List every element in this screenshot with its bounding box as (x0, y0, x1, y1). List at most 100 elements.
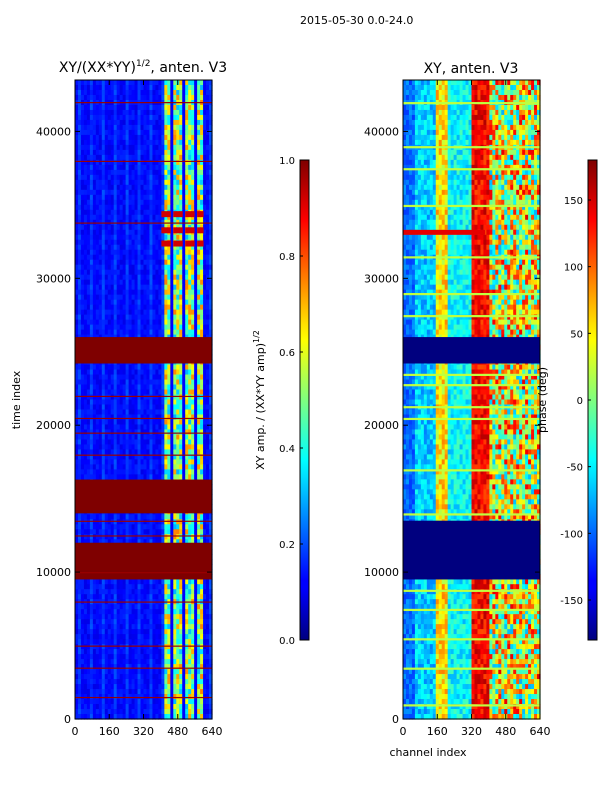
left-heatmap-cell (110, 274, 115, 281)
left-heatmap-cell (107, 264, 112, 271)
left-heatmap-cell (75, 214, 79, 221)
left-heatmap-cell (89, 224, 94, 231)
left-heatmap-cell (146, 234, 151, 241)
left-heatmap-cell (107, 279, 112, 286)
left-heatmap-cell (77, 234, 82, 241)
left-heatmap-cell (146, 164, 151, 171)
left-heatmap-cell (113, 304, 118, 311)
left-heatmap-cell (101, 314, 106, 321)
left-heatmap-cell (149, 114, 154, 121)
left-heatmap-cell (155, 124, 159, 131)
left-heatmap-cell (140, 249, 145, 256)
left-heatmap-cell (92, 204, 97, 211)
left-heatmap-cell (131, 80, 136, 86)
left-heatmap-cell (206, 284, 210, 291)
left-heatmap-cell (125, 129, 130, 136)
left-heatmap-cell (152, 274, 157, 281)
left-heatmap-cell (101, 104, 106, 111)
left-heatmap-cell (140, 189, 145, 196)
left-heatmap-cell (125, 124, 130, 131)
left-heatmap-cell (101, 229, 106, 236)
left-heatmap-cell (107, 89, 112, 96)
left-heatmap-cell (209, 89, 213, 96)
left-heatmap-cell (122, 274, 127, 281)
left-heatmap-cell (128, 299, 133, 306)
left-heatmap-cell (131, 289, 136, 296)
left-heatmap-cell (161, 234, 165, 241)
left-heatmap-cell (89, 319, 94, 326)
left-heatmap-cell (80, 184, 85, 191)
left-heatmap-cell (182, 189, 186, 196)
left-heatmap-cell (113, 179, 118, 186)
left-heatmap-cell (75, 84, 79, 91)
left-heatmap-cell (131, 224, 136, 231)
left-heatmap-cell (200, 204, 204, 211)
left-heatmap-cell (110, 264, 115, 271)
left-heatmap-cell (77, 129, 82, 136)
left-heatmap-cell (131, 269, 136, 276)
left-heatmap-cell (197, 234, 201, 241)
left-heatmap-cell (113, 169, 118, 176)
left-heatmap-cell (182, 229, 186, 236)
left-heatmap-cell (119, 269, 124, 276)
left-heatmap-cell (203, 209, 207, 216)
left-heatmap-cell (86, 204, 91, 211)
left-heatmap-cell (92, 149, 97, 156)
left-heatmap-cell (206, 114, 210, 121)
left-heatmap-cell (146, 314, 151, 321)
left-heatmap-cell (203, 229, 207, 236)
left-heatmap-cell (200, 119, 204, 126)
left-heatmap-cell (98, 154, 103, 161)
left-heatmap-cell (161, 199, 165, 206)
left-heatmap-cell (89, 179, 94, 186)
left-heatmap-cell (149, 169, 154, 176)
left-heatmap-cell (203, 149, 207, 156)
left-heatmap-cell (203, 189, 207, 196)
left-heatmap-cell (89, 84, 94, 91)
left-heatmap-cell (194, 124, 198, 131)
left-heatmap-cell (140, 274, 145, 281)
left-heatmap-cell (146, 109, 151, 116)
left-heatmap-cell (119, 164, 124, 171)
left-heatmap-cell (191, 304, 195, 311)
left-heatmap-cell (122, 204, 127, 211)
left-heatmap-cell (143, 134, 148, 141)
left-heatmap-cell (155, 274, 159, 281)
left-heatmap-cell (77, 254, 82, 261)
left-heatmap-cell (83, 249, 88, 256)
left-heatmap-cell (75, 314, 79, 321)
left-heatmap-cell (158, 169, 162, 176)
left-heatmap-cell (143, 224, 148, 231)
left-heatmap-cell (113, 80, 118, 86)
left-heatmap-cell (170, 134, 174, 141)
left-heatmap-cell (146, 134, 151, 141)
left-heatmap-cell (98, 104, 103, 111)
left-heatmap-cell (179, 249, 183, 256)
left-heatmap-cell (83, 179, 88, 186)
left-heatmap-cell (89, 244, 94, 251)
left-heatmap-cell (134, 224, 139, 231)
left-heatmap-cell (95, 144, 100, 151)
left-heatmap-cell (197, 164, 201, 171)
left-heatmap-cell (191, 174, 195, 181)
left-heatmap-cell (173, 279, 177, 286)
left-heatmap-cell (83, 139, 88, 146)
left-heatmap-cell (104, 159, 109, 166)
left-heatmap-cell (197, 134, 201, 141)
left-heatmap-cell (200, 294, 204, 301)
left-heatmap-cell (158, 154, 162, 161)
left-heatmap-cell (194, 264, 198, 271)
left-heatmap-cell (83, 94, 88, 101)
left-heatmap-cell (203, 294, 207, 301)
left-heatmap-cell (206, 214, 210, 221)
left-heatmap-cell (134, 289, 139, 296)
left-heatmap-cell (182, 154, 186, 161)
left-heatmap-cell (140, 214, 145, 221)
left-heatmap-cell (77, 204, 82, 211)
left-heatmap-cell (116, 134, 121, 141)
left-heatmap-cell (161, 194, 165, 201)
left-heatmap-cell (179, 94, 183, 101)
left-heatmap-cell (194, 119, 198, 126)
left-heatmap-cell (149, 184, 154, 191)
left-heatmap-cell (137, 314, 142, 321)
